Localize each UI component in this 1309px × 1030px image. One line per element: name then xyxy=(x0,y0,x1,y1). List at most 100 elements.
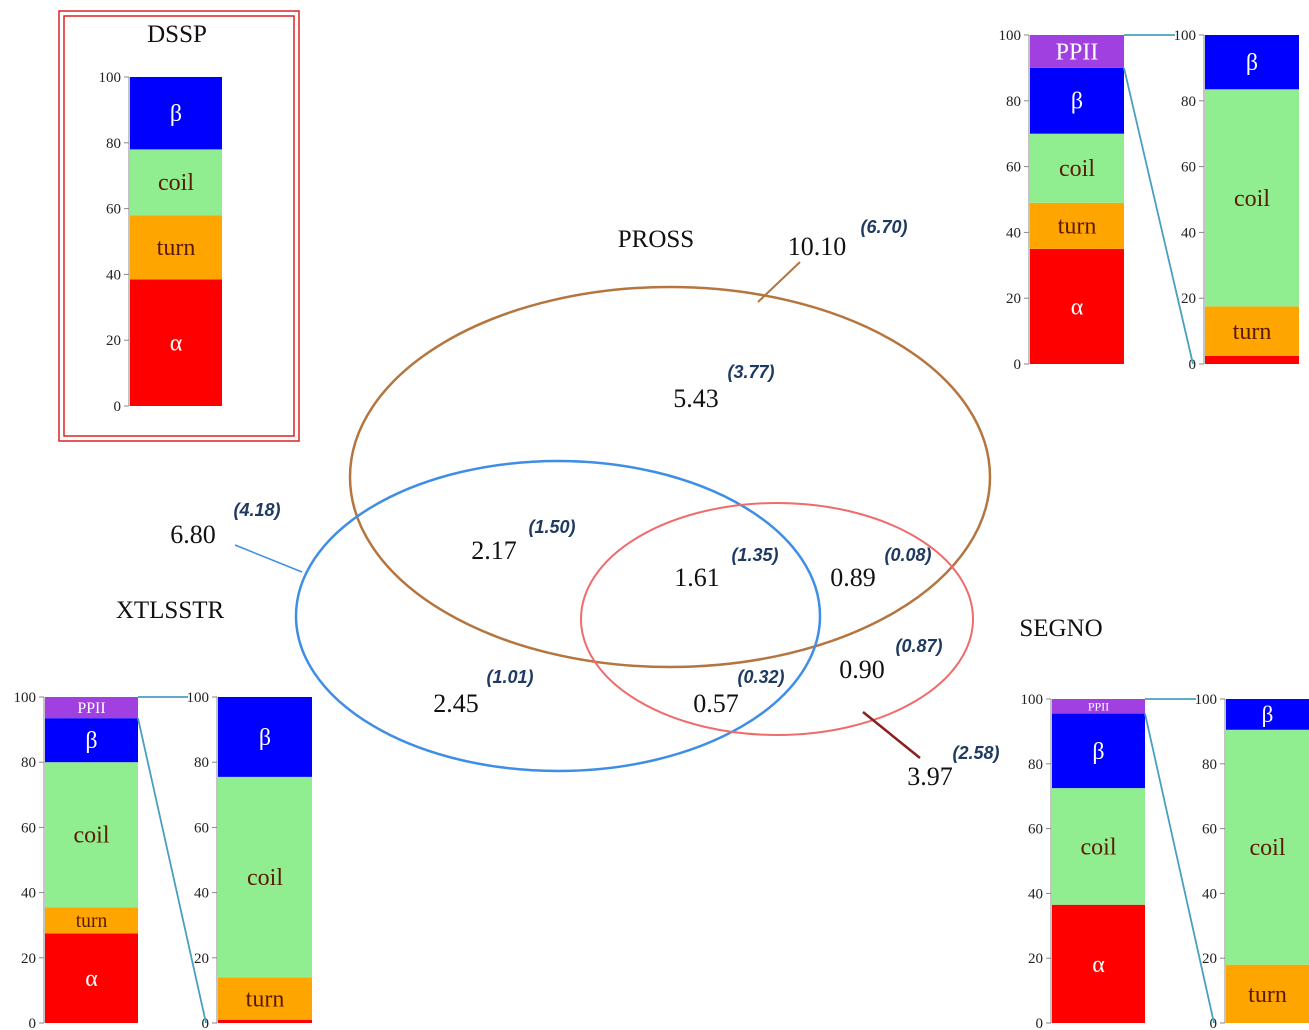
xtlsstr-segno-paren: (0.32) xyxy=(737,667,784,687)
dssp-tick-label: 60 xyxy=(106,202,121,218)
segno-ellipse xyxy=(580,502,974,736)
segno-main-segment-label: PPII xyxy=(1088,699,1109,713)
xtlsstr-ppii-tick-label: 100 xyxy=(187,690,210,706)
segno-main-segment-coil xyxy=(1052,788,1145,905)
segno-ppii-segment-coil xyxy=(1226,729,1309,965)
pross-main-connector-bottom xyxy=(1123,67,1194,365)
pross-main-tick-label: 40 xyxy=(1006,225,1021,241)
segno-ppii-tick-label: 60 xyxy=(1202,822,1217,838)
segno-only-value: 0.90 xyxy=(839,655,885,684)
xtlsstr-main-segment-beta xyxy=(45,718,138,763)
venn-values: 10.10 (6.70) 5.43 (3.77) 6.80 (4.18) 2.1… xyxy=(170,217,999,791)
xtlsstr-only-paren: (1.01) xyxy=(486,667,533,687)
xtlsstr-ppii-segment-label: β xyxy=(259,725,271,751)
segno-ppii-tick-label: 40 xyxy=(1202,886,1217,902)
pross-ppii-tick-label: 100 xyxy=(1174,28,1197,44)
ppii-connectors xyxy=(137,34,1215,1024)
dssp-segment-label: β xyxy=(170,101,182,127)
xtlsstr-main-tick-label: 100 xyxy=(14,690,37,706)
xtlsstr-ppii-segment-label: turn xyxy=(246,986,285,1012)
segno-main-tick-label: 0 xyxy=(1036,1016,1044,1030)
segno-only-paren: (0.87) xyxy=(895,636,942,656)
pross-label: PROSS xyxy=(618,226,694,253)
dssp-title: DSSP xyxy=(147,21,207,48)
pross-main-segment-coil xyxy=(1030,133,1124,203)
pross-main-tick-label: 0 xyxy=(1014,357,1022,373)
segno-main-segment-label: α xyxy=(1092,952,1105,978)
xtlsstr-main-connector-bottom xyxy=(137,717,207,1024)
xtlsstr-ppii-segment-label: coil xyxy=(247,865,283,891)
pross-main-segment-turn xyxy=(1030,202,1124,249)
pross-ppii-tick-label: 20 xyxy=(1181,291,1196,307)
pross-main-segment-label: coil xyxy=(1059,156,1095,182)
dssp-tick-label: 80 xyxy=(106,136,121,152)
all-three-value: 1.61 xyxy=(674,563,720,592)
xtlsstr-main-segment-turn xyxy=(45,907,138,934)
xtlsstr-main-segment-label: β xyxy=(85,728,97,754)
segno-main-segment-ppii xyxy=(1052,699,1145,714)
pross-leader-line xyxy=(757,261,801,303)
xtlsstr-ppii-tick-label: 20 xyxy=(194,951,209,967)
pross-ppii-tick-label: 40 xyxy=(1181,225,1196,241)
xtlsstr-main-segment-ppii xyxy=(45,697,138,719)
pross-ppii-segment-beta xyxy=(1205,35,1299,90)
pross-main-segment-alpha xyxy=(1030,248,1124,364)
pross-ppii-breakdown-chart: 0 20 40 60 80 100 turn coil β xyxy=(1174,28,1299,373)
xtlsstr-ppii-tick-label: 40 xyxy=(194,886,209,902)
xtlsstr-total-paren: (4.18) xyxy=(233,500,280,520)
xtlsstr-main-segment-label: PPII xyxy=(77,700,105,717)
dssp-segment-turn xyxy=(130,215,222,280)
pross-main-segment-label: turn xyxy=(1058,214,1097,240)
xtlsstr-main-segment-label: turn xyxy=(76,911,108,932)
xtlsstr-total-value: 6.80 xyxy=(170,520,216,549)
pross-ppii-segment-label: coil xyxy=(1234,186,1270,212)
xtlsstr-main-segment-label: coil xyxy=(74,823,110,849)
segno-main-tick-label: 40 xyxy=(1028,886,1043,902)
xtlsstr-main-segment-alpha xyxy=(45,933,138,1023)
pross-only-paren: (3.77) xyxy=(727,362,774,382)
pross-main-segment-label: β xyxy=(1071,89,1083,115)
xtlsstr-main-tick-label: 20 xyxy=(21,951,36,967)
dssp-tick-label: 100 xyxy=(99,70,122,86)
dssp-segment-coil xyxy=(130,149,222,216)
dssp-tick-label: 20 xyxy=(106,333,121,349)
venn-ellipses xyxy=(294,285,992,773)
segno-total-value: 3.97 xyxy=(907,762,953,791)
xtlsstr-ppii-tick-label: 80 xyxy=(194,755,209,771)
segno-main-segment-label: coil xyxy=(1081,834,1117,860)
pross-ppii-tick-label: 0 xyxy=(1189,357,1197,373)
xtlsstr-ppii-tick-label: 60 xyxy=(194,820,209,836)
xtlsstr-main-tick-label: 40 xyxy=(21,886,36,902)
xtlsstr-ppii-segment-alpha xyxy=(218,1019,312,1023)
pross-main-segment-label: PPII xyxy=(1056,39,1099,65)
xtlsstr-main-tick-label: 80 xyxy=(21,755,36,771)
segno-main-segment-label: β xyxy=(1092,739,1104,765)
segno-main-segment-beta xyxy=(1052,713,1145,789)
segno-main-connector-bottom xyxy=(1144,713,1215,1024)
xtlsstr-ellipse xyxy=(294,459,822,773)
segno-ppii-tick-label: 80 xyxy=(1202,757,1217,773)
segno-ppii-segment-label: β xyxy=(1262,701,1274,727)
segno-bar-chart: 0 20 40 60 80 100 α coil β PPII xyxy=(1021,692,1145,1030)
xtlsstr-segno-value: 0.57 xyxy=(693,689,739,718)
xtlsstr-leader-line xyxy=(234,544,303,573)
xtlsstr-main-tick-label: 60 xyxy=(21,820,36,836)
pross-segno-paren: (0.08) xyxy=(884,545,931,565)
segno-main-segment-alpha xyxy=(1052,904,1145,1023)
segno-total-paren: (2.58) xyxy=(952,743,999,763)
segno-ppii-segment-label: coil xyxy=(1250,835,1286,861)
xtlsstr-bar-chart: 0 20 40 60 80 100 α turn coil β PPII xyxy=(14,690,138,1030)
segno-ppii-tick-label: 100 xyxy=(1195,692,1218,708)
segno-main-tick-label: 20 xyxy=(1028,951,1043,967)
xtlsstr-main-segment-label: α xyxy=(85,966,98,992)
pross-ppii-segment-coil xyxy=(1205,89,1299,307)
pross-only-value: 5.43 xyxy=(673,384,719,413)
segno-ppii-segment-label: turn xyxy=(1248,982,1287,1008)
pross-ppii-segment-label: turn xyxy=(1233,319,1272,345)
dssp-segment-beta xyxy=(130,77,222,150)
all-three-paren: (1.35) xyxy=(731,545,778,565)
pross-ellipse xyxy=(348,285,992,669)
segno-ppii-tick-label: 20 xyxy=(1202,951,1217,967)
